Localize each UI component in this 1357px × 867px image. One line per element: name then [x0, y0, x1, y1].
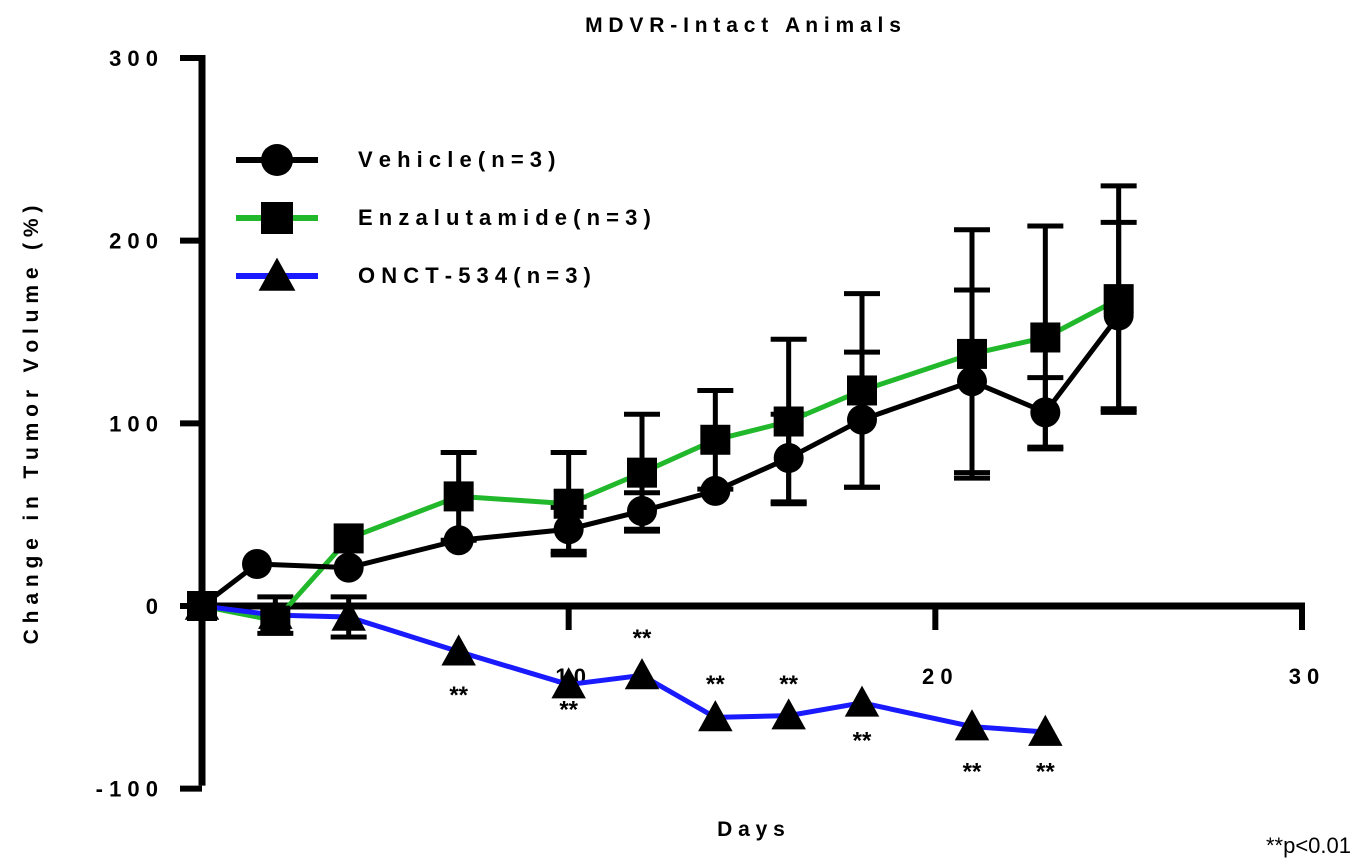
data-point-triangle: [954, 709, 990, 741]
significance-mark: **: [449, 682, 468, 709]
data-point-triangle: [771, 698, 806, 730]
data-point-circle: [773, 443, 804, 474]
footnote: **p<0.01: [1266, 833, 1351, 858]
significance-annotations: ** ** ** ** ** ** ** **: [449, 625, 1055, 785]
legend: V e h i c l e ( n = 3 ) E n z a l u t a m…: [236, 144, 651, 291]
significance-mark: **: [853, 727, 872, 754]
data-point-circle: [627, 496, 657, 527]
legend-label: E n z a l u t a m i d e ( n = 3 ): [358, 205, 651, 230]
y-tick-label: 0: [146, 594, 158, 619]
data-point-triangle: [844, 685, 880, 717]
data-point-square: [443, 481, 474, 512]
data-point-triangle: [1028, 714, 1063, 746]
data-point-square: [553, 488, 584, 519]
data-point-circle: [847, 404, 877, 435]
data-point-triangle: [184, 588, 220, 620]
y-tick-label: - 1 0 0: [96, 777, 158, 802]
significance-mark: **: [633, 625, 652, 652]
data-point-circle: [443, 525, 474, 556]
data-point-triangle: [441, 634, 476, 666]
data-point-square: [847, 375, 877, 406]
data-point-circle: [1103, 300, 1134, 331]
data-point-triangle: [624, 658, 660, 690]
y-tick-label: 3 0 0: [109, 46, 158, 71]
y-tick-label: 2 0 0: [109, 229, 158, 254]
data-point-triangle: [258, 597, 293, 629]
significance-mark: **: [963, 759, 982, 786]
significance-mark: **: [559, 696, 578, 723]
data-point-triangle: [551, 667, 586, 699]
data-point-circle: [700, 475, 731, 506]
significance-mark: **: [1036, 759, 1055, 786]
data-point-square: [1030, 322, 1061, 353]
series-line: [201, 603, 1046, 735]
y-axis-label: C h a n g e i n T u m o r V o l u m e ( …: [20, 206, 43, 645]
x-tick-label: 3 0: [1289, 664, 1320, 689]
data-point-square: [773, 406, 804, 437]
data-point-circle: [333, 552, 364, 583]
data-point-triangle: [258, 257, 296, 291]
data-point-circle: [553, 514, 584, 545]
data-point-circle: [242, 548, 272, 579]
legend-label: V e h i c l e ( n = 3 ): [358, 147, 555, 172]
legend-label: O N C T - 5 3 4 ( n = 3 ): [358, 263, 591, 288]
x-tick-label: 2 0: [922, 664, 953, 689]
data-point-triangle: [331, 599, 366, 631]
chart-title: M D V R - I n t a c t A n i m a l s: [585, 14, 901, 37]
data-point-square: [333, 523, 364, 554]
data-markers: [184, 284, 1134, 746]
data-point-circle: [1030, 397, 1061, 428]
data-point-square: [957, 338, 987, 369]
significance-mark: **: [706, 671, 725, 698]
data-point-triangle: [698, 700, 733, 732]
y-tick-label: 1 0 0: [109, 411, 158, 436]
error-bars: [257, 183, 1137, 640]
data-point-square: [261, 202, 293, 234]
data-point-square: [627, 457, 657, 488]
x-axis-label: D a y s: [717, 818, 785, 841]
data-point-circle: [261, 144, 293, 176]
significance-mark: **: [779, 671, 798, 698]
data-point-square: [700, 424, 731, 455]
data-point-circle: [957, 366, 987, 397]
